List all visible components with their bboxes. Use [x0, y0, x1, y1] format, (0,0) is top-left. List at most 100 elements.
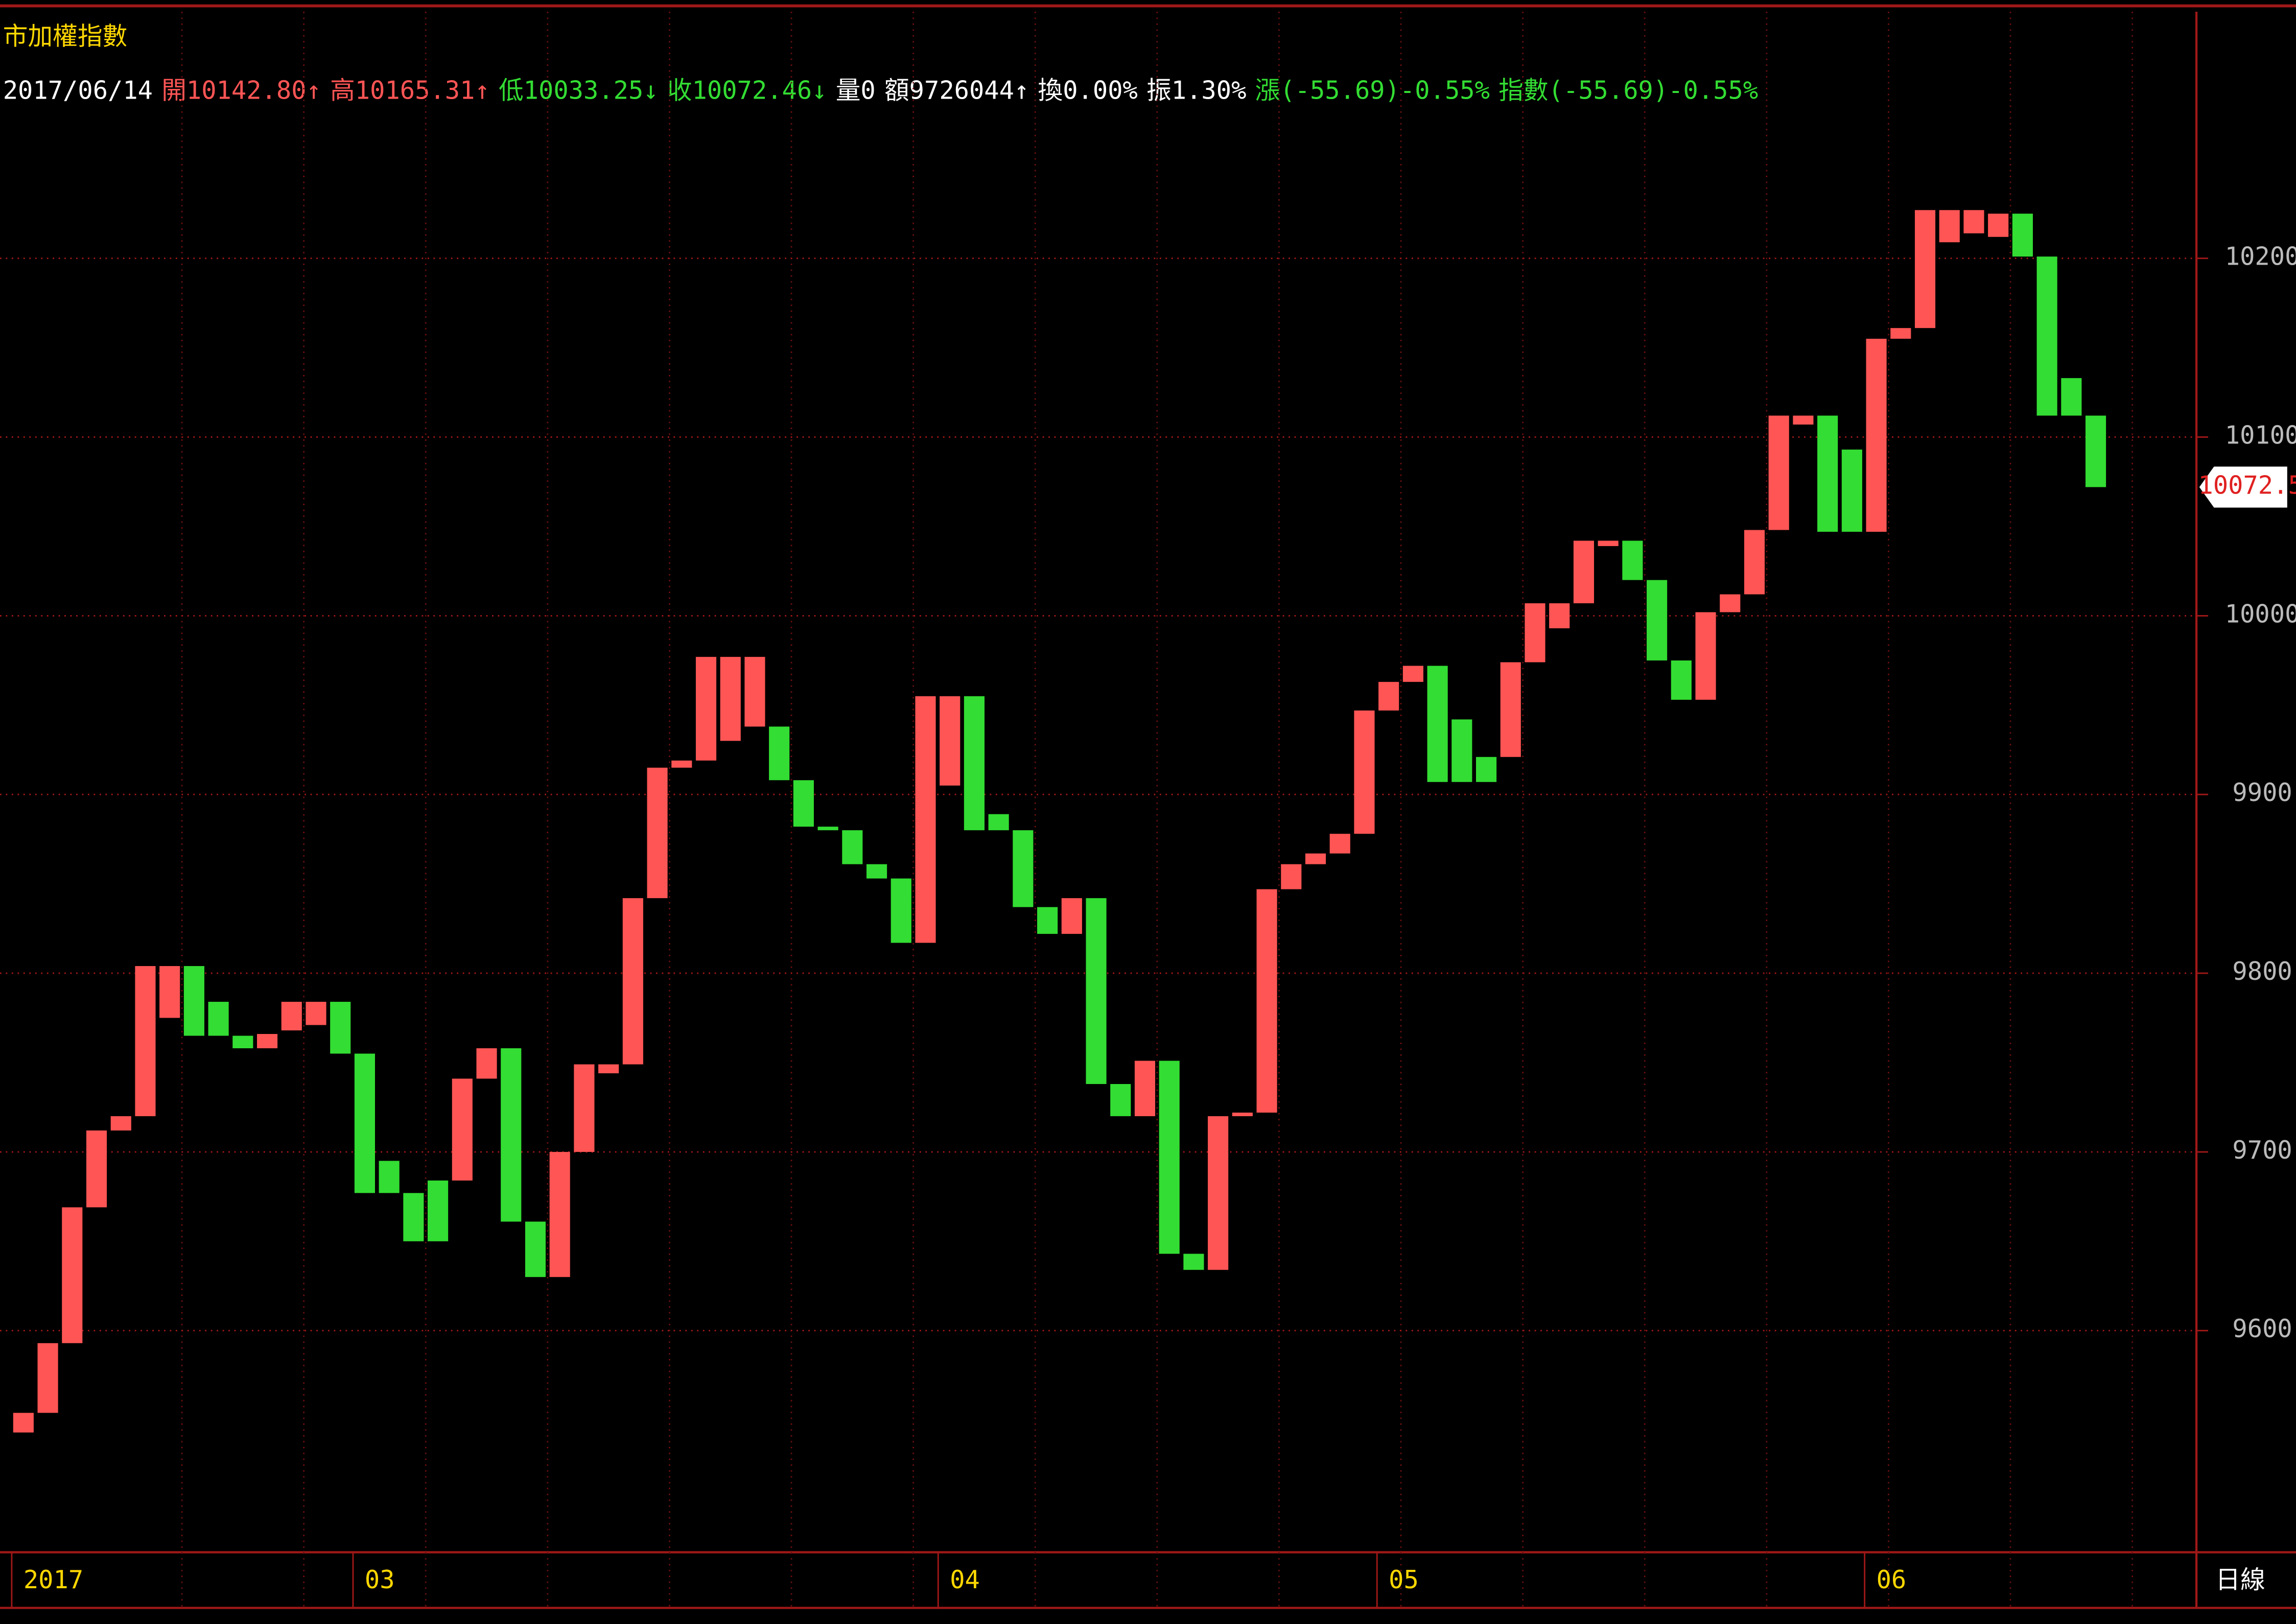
box: [1427, 666, 1448, 782]
box: [1622, 540, 1643, 580]
box: [1793, 415, 1814, 425]
box: [988, 814, 1009, 831]
box: [428, 1180, 449, 1241]
box: [1939, 210, 1960, 243]
box: [37, 1343, 58, 1413]
price-tag-label: 10072.5: [2198, 471, 2296, 500]
info-item: 低10033.25↓: [499, 77, 659, 105]
box: [2061, 378, 2082, 416]
x-tick-label: 04: [950, 1566, 980, 1594]
box: [452, 1078, 473, 1181]
info-item: 收10072.46↓: [667, 77, 827, 105]
box: [1354, 710, 1375, 834]
box: [1086, 898, 1107, 1084]
price-tag: [2199, 466, 2287, 508]
info-item: 高10165.31↑: [330, 77, 490, 105]
box: [2036, 256, 2057, 416]
box: [598, 1064, 619, 1073]
info-item: 指數(-55.69)-0.55%: [1498, 77, 1758, 105]
box: [1573, 540, 1595, 603]
info-item: 振1.30%: [1146, 77, 1246, 105]
box: [769, 726, 790, 781]
box: [817, 827, 838, 831]
box: [62, 1207, 83, 1344]
box: [1671, 660, 1692, 700]
box: [208, 1002, 229, 1036]
box: [135, 966, 156, 1116]
box: [281, 1002, 302, 1031]
box: [1647, 580, 1668, 661]
box: [1305, 853, 1326, 864]
box: [1232, 1112, 1253, 1116]
box: [1768, 415, 1789, 530]
box: [354, 1053, 376, 1193]
box: [1500, 662, 1521, 757]
y-tick-label: 10200: [2225, 243, 2296, 271]
y-tick-label: 10100: [2225, 421, 2296, 450]
box: [695, 656, 717, 761]
box: [1378, 681, 1399, 711]
x-tick-label: 05: [1389, 1566, 1419, 1594]
info-item: 開10142.80↑: [161, 77, 321, 105]
box: [1159, 1061, 1180, 1254]
box: [2086, 415, 2106, 487]
box: [183, 966, 204, 1036]
box: [1037, 907, 1058, 934]
info-item: 2017/06/14: [3, 77, 153, 105]
y-tick-label: 10000: [2225, 600, 2296, 628]
x-tick-label: 06: [1877, 1566, 1907, 1594]
box: [1476, 757, 1497, 782]
box: [1866, 339, 1887, 532]
box: [1744, 530, 1765, 595]
box: [940, 696, 960, 786]
box: [1549, 603, 1570, 628]
box: [403, 1193, 424, 1241]
box: [1329, 834, 1350, 854]
box: [256, 1034, 278, 1048]
box: [306, 1002, 326, 1025]
box: [1988, 214, 2009, 237]
box: [1281, 864, 1302, 889]
box: [330, 1002, 351, 1054]
period-label: 日線: [2215, 1566, 2265, 1594]
box: [891, 878, 911, 943]
info-item: 額9726044↑: [884, 77, 1029, 105]
box: [476, 1048, 497, 1079]
box: [1525, 603, 1545, 663]
box: [842, 830, 863, 864]
box: [1695, 612, 1716, 700]
box: [1914, 210, 1936, 328]
box: [13, 1413, 34, 1433]
info-line: 2017/06/14 開10142.80↑ 高10165.31↑ 低10033.25↓…: [3, 77, 1758, 105]
box: [647, 767, 668, 899]
box: [1256, 889, 1277, 1113]
box: [1013, 830, 1034, 907]
box: [1598, 540, 1619, 546]
box: [1890, 328, 1911, 339]
y-tick-label: 9800: [2232, 957, 2292, 986]
box: [86, 1130, 107, 1208]
x-tick-label: 03: [365, 1566, 395, 1594]
box: [964, 696, 985, 831]
box: [379, 1161, 400, 1193]
y-tick-label: 9600: [2232, 1315, 2292, 1344]
box: [1720, 594, 1741, 613]
box: [110, 1116, 131, 1131]
y-tick-label: 9900: [2232, 779, 2292, 807]
box: [866, 864, 887, 879]
box: [744, 656, 765, 727]
chart-title: 市加權指數: [3, 22, 128, 51]
box: [501, 1048, 522, 1222]
box: [549, 1151, 570, 1277]
box: [1817, 415, 1838, 532]
box: [622, 898, 643, 1065]
y-tick-label: 9700: [2232, 1136, 2292, 1165]
box: [159, 966, 180, 1018]
info-item: 換0.00%: [1038, 77, 1138, 105]
x-tick-label: 2017: [24, 1566, 83, 1594]
box: [1110, 1084, 1131, 1116]
box: [793, 780, 814, 827]
info-item: 量0: [836, 77, 876, 105]
